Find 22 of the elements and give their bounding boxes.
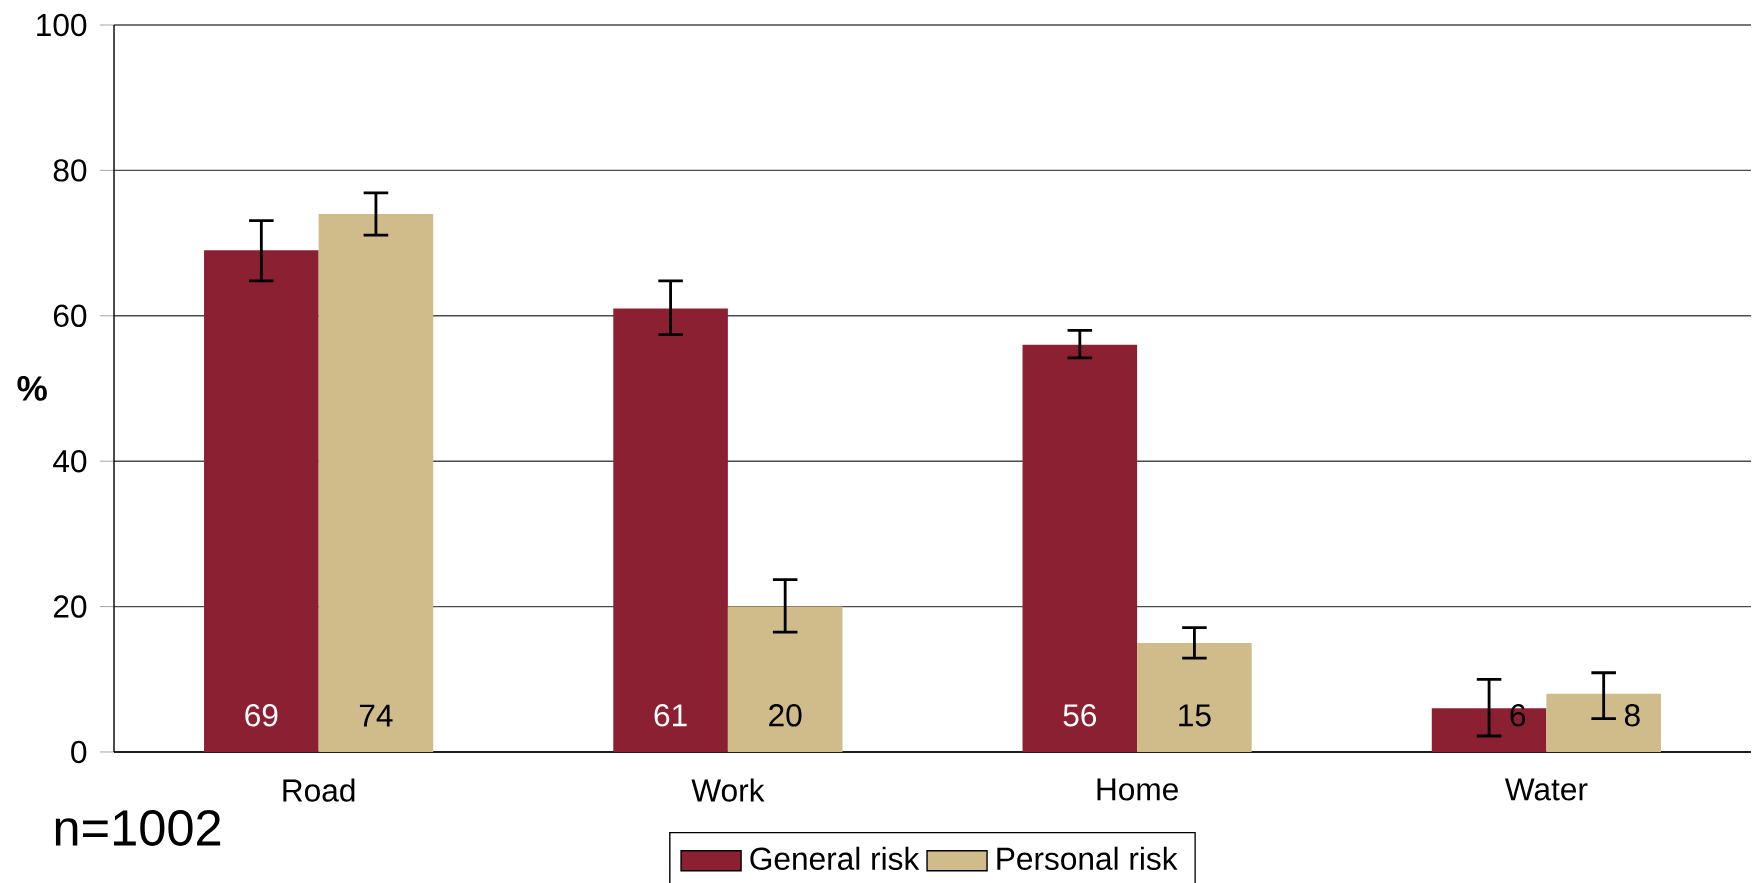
y-tick-label: 20 bbox=[53, 595, 87, 618]
data-label: 6 bbox=[1510, 704, 1526, 727]
x-tick-label: Water bbox=[1504, 778, 1588, 801]
y-tick-label: 100 bbox=[37, 13, 87, 37]
y-tick-label: 0 bbox=[71, 740, 87, 764]
x-tick-label: Work bbox=[691, 778, 765, 802]
data-label: 15 bbox=[1179, 704, 1211, 727]
text: n=1002 bbox=[55, 810, 221, 846]
y-tick-label: 80 bbox=[53, 159, 87, 182]
data-label: 56 bbox=[1063, 704, 1097, 727]
data-label: 69 bbox=[245, 704, 278, 727]
legend-label: General risk bbox=[750, 846, 920, 870]
x-tick-label: Home bbox=[1097, 778, 1178, 801]
data-label: 8 bbox=[1624, 704, 1640, 727]
y-tick-label: 40 bbox=[53, 449, 87, 473]
legend-label: Personal risk bbox=[997, 846, 1178, 870]
x-tick-label: Road bbox=[283, 778, 355, 802]
data-label: 61 bbox=[654, 704, 687, 727]
y-axis-title: % bbox=[17, 376, 47, 401]
y-tick-label: 60 bbox=[53, 304, 87, 328]
data-label: 20 bbox=[769, 704, 802, 727]
data-label: 74 bbox=[359, 704, 393, 727]
